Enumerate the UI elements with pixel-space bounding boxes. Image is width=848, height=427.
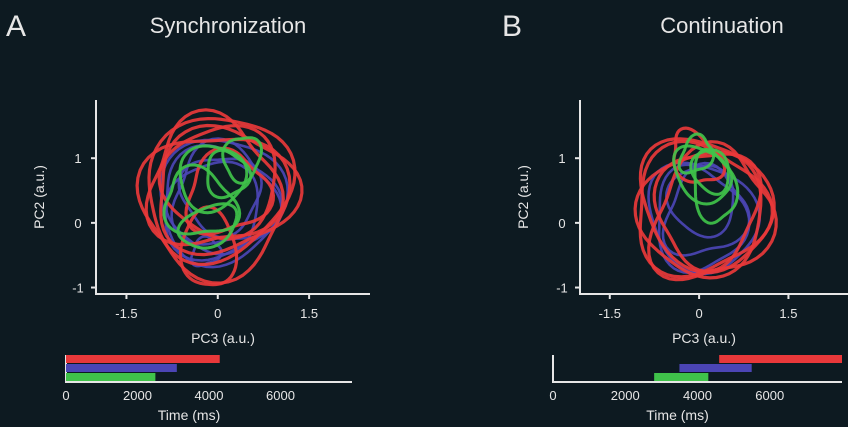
panel-b-title: Continuation <box>660 13 784 38</box>
y-tick-label: 1 <box>74 151 81 166</box>
green-trajectory-loop <box>162 163 242 236</box>
panel-a: A Synchronization 1 0 -1 -1.5 0 1.5 PC3 (a.u.)… <box>6 10 370 423</box>
red-trajectory-loop <box>144 108 285 247</box>
green-trajectory-loop <box>677 132 716 175</box>
green-trajectory-loop <box>178 144 249 215</box>
green-trajectory-loop <box>672 144 734 206</box>
green-period-bar <box>654 373 709 381</box>
y-axis-label: PC2 (a.u.) <box>31 165 47 229</box>
x-tick-label: -1.5 <box>599 306 621 321</box>
blue-trajectory-loop <box>657 163 751 274</box>
y-axis-label: PC2 (a.u.) <box>515 165 531 229</box>
panel-b-timeline: 0 2000 4000 6000 Time (ms) <box>549 355 842 423</box>
panel-b-letter: B <box>502 10 522 43</box>
blue-trajectory-loop <box>665 164 735 239</box>
timeline-axis <box>552 355 842 383</box>
red-period-bar <box>719 355 842 363</box>
red-trajectory-loop <box>178 205 239 287</box>
panel-a-trajectory-plot: 1 0 -1 -1.5 0 1.5 PC3 (a.u.) PC2 (a.u.) <box>31 100 370 346</box>
timeline-tick-label: 0 <box>549 388 556 403</box>
blue-period-bar <box>66 364 177 372</box>
panel-b-trajectory-plot: 1 0 -1 -1.5 0 1.5 PC3 (a.u.) PC2 (a.u.) <box>515 100 848 346</box>
y-tick-label: 0 <box>74 216 81 231</box>
x-tick-label: 1.5 <box>779 306 797 321</box>
blue-trajectory-loop <box>661 161 751 257</box>
plot-axes <box>95 100 370 295</box>
x-axis-label: PC3 (a.u.) <box>191 330 255 346</box>
timeline-tick-label: 0 <box>62 388 69 403</box>
panel-a-letter: A <box>6 10 26 43</box>
green-trajectory <box>672 132 740 225</box>
blue-period-bar <box>679 364 752 372</box>
red-trajectory-loop <box>652 152 763 273</box>
y-tick-label: -1 <box>72 281 84 296</box>
y-tick-label: 1 <box>558 151 565 166</box>
green-trajectory-loop <box>689 148 730 196</box>
x-tick-label: -1.5 <box>115 306 137 321</box>
timeline-tick-label: 4000 <box>195 388 224 403</box>
panel-a-title: Synchronization <box>150 13 307 38</box>
panel-a-timeline: 0 2000 4000 6000 Time (ms) <box>62 355 352 423</box>
x-tick-label: 1.5 <box>300 306 318 321</box>
blue-trajectory-loop <box>177 157 263 239</box>
timeline-tick-label: 6000 <box>755 388 784 403</box>
green-period-bar <box>66 373 156 381</box>
red-trajectory-loop <box>135 137 292 285</box>
x-axis-label: PC3 (a.u.) <box>672 330 736 346</box>
x-tick-label: 0 <box>695 306 702 321</box>
y-tick-label: 0 <box>558 216 565 231</box>
timeline-axis-label: Time (ms) <box>158 407 220 423</box>
panel-b: B Continuation 1 0 -1 -1.5 0 1.5 PC3 (a.u.) PC2… <box>502 10 848 423</box>
green-trajectory <box>162 136 263 250</box>
green-trajectory-loop <box>693 147 740 225</box>
green-trajectory-loop <box>176 202 239 250</box>
timeline-tick-label: 4000 <box>683 388 712 403</box>
timeline-axis-label: Time (ms) <box>646 407 708 423</box>
plot-axes <box>579 100 848 295</box>
green-trajectory-loop <box>221 136 263 185</box>
green-trajectory-loop <box>206 148 253 200</box>
timeline-tick-label: 2000 <box>123 388 152 403</box>
x-tick-label: 0 <box>214 306 221 321</box>
y-tick-label: -1 <box>556 281 568 296</box>
red-period-bar <box>66 355 220 363</box>
timeline-tick-label: 6000 <box>266 388 295 403</box>
timeline-tick-label: 2000 <box>611 388 640 403</box>
